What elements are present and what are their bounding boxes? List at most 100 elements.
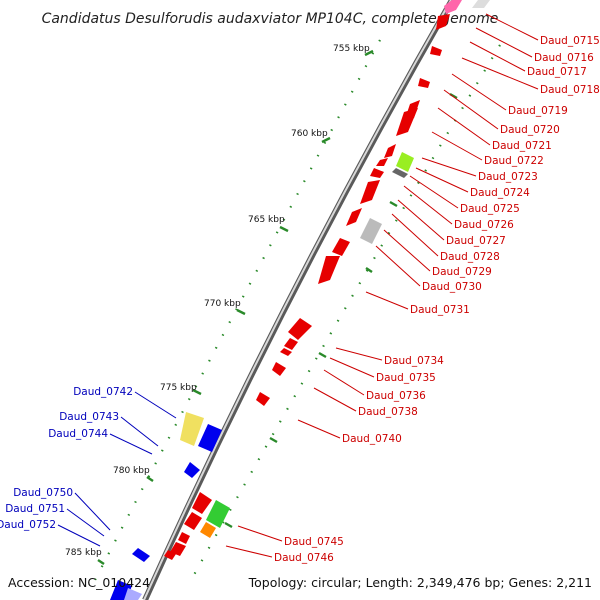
gene-block-daud-0726[interactable]: [360, 180, 380, 204]
gene-block-daud-0736[interactable]: [272, 362, 286, 376]
scale-label: 760 kbp: [291, 129, 328, 139]
gene-block-daud-0717[interactable]: [430, 46, 442, 56]
gene-label[interactable]: Daud_0718: [540, 84, 600, 96]
scale-tick: [279, 225, 289, 233]
reverse-gene-blocks: [110, 412, 222, 600]
gene-label[interactable]: Daud_0716: [534, 52, 594, 64]
label-connector: [225, 545, 273, 558]
label-connector: [443, 89, 499, 130]
gene-block-daud-0729[interactable]: [332, 238, 350, 256]
gene-block-daud-0731[interactable]: [288, 318, 312, 340]
gene-label[interactable]: Daud_0728: [440, 251, 500, 263]
gene-label[interactable]: Daud_0731: [410, 304, 470, 316]
gene-label[interactable]: Daud_0730: [422, 281, 482, 293]
feature-tick: [269, 436, 278, 444]
gene-label[interactable]: Daud_0745: [284, 536, 344, 548]
gene-label[interactable]: Daud_0724: [470, 187, 530, 199]
scale-ticks: [97, 49, 374, 565]
label-connector: [134, 391, 177, 419]
gene-block-daud-0744[interactable]: [184, 462, 200, 478]
gene-label[interactable]: Daud_0722: [484, 155, 544, 167]
scale-tick: [236, 308, 246, 316]
label-connector: [415, 167, 469, 193]
forward-gene-labels: Daud_0715 Daud_0716 Daud_0717 Daud_0718 Daud…: [225, 13, 600, 564]
label-connector: [57, 524, 101, 547]
gene-block-daud-0743[interactable]: [198, 424, 222, 452]
gene-block-daud-0745[interactable]: [206, 500, 230, 528]
gene-block-daud-0721[interactable]: [384, 144, 396, 158]
gene-block-daud-0724[interactable]: [392, 168, 408, 178]
scale-tick: [321, 136, 331, 144]
scale-label: 775 kbp: [160, 383, 197, 393]
scale-label: 765 kbp: [248, 215, 285, 225]
gene-label[interactable]: Daud_0734: [384, 355, 444, 367]
gene-label[interactable]: Daud_0727: [446, 235, 506, 247]
gene-block-daud-0741[interactable]: [184, 512, 202, 530]
gene-block-daud-0746[interactable]: [200, 522, 216, 538]
scale-label: 755 kbp: [333, 44, 370, 54]
gene-block-daud-0738[interactable]: [256, 392, 270, 406]
scale-labels: 755 kbp 760 kbp 765 kbp 770 kbp 775 kbp …: [65, 44, 370, 558]
gene-label[interactable]: Daud_0740: [342, 433, 402, 445]
gene-block-daud-0718[interactable]: [418, 78, 430, 88]
gene-block-daud-0748[interactable]: [170, 542, 186, 556]
gene-block-daud-0735[interactable]: [280, 348, 292, 356]
gene-label[interactable]: Daud_0750: [13, 487, 73, 499]
scale-tick: [146, 476, 154, 482]
gene-label[interactable]: Daud_0726: [454, 219, 514, 231]
gene-label[interactable]: Daud_0744: [48, 428, 108, 440]
gene-block-daud-0742[interactable]: [180, 412, 204, 446]
gene-block-daud-0722[interactable]: [396, 152, 414, 172]
scale-tick: [97, 559, 105, 565]
gene-label[interactable]: Daud_0742: [73, 386, 133, 398]
gene-block-daud-0730[interactable]: [318, 256, 340, 284]
gene-block-daud-0740[interactable]: [192, 492, 212, 514]
topology-text: Topology: circular; Length: 2,349,476 bp…: [248, 575, 592, 590]
gene-block-grey[interactable]: [472, 0, 490, 8]
gene-label[interactable]: Daud_0735: [376, 372, 436, 384]
gene-block-daud-0716[interactable]: [436, 14, 450, 30]
label-connector: [375, 245, 421, 287]
gene-block-daud-0750[interactable]: [132, 548, 150, 562]
genome-backbone: [142, 0, 455, 600]
gene-label[interactable]: Daud_0717: [527, 66, 587, 78]
gene-label[interactable]: Daud_0752: [0, 519, 56, 531]
gene-label[interactable]: Daud_0720: [500, 124, 560, 136]
label-connector: [237, 525, 283, 542]
gene-block-daud-0728[interactable]: [360, 218, 382, 244]
gene-label[interactable]: Daud_0725: [460, 203, 520, 215]
gene-label[interactable]: Daud_0719: [508, 105, 568, 117]
gene-block-daud-0720[interactable]: [396, 108, 418, 136]
gene-label[interactable]: Daud_0723: [478, 171, 538, 183]
accession-text: Accession: NC_010424: [8, 575, 150, 590]
scale-dot-track: [94, 39, 381, 581]
gene-label[interactable]: Daud_0721: [492, 140, 552, 152]
gene-block-daud-0752[interactable]: [124, 588, 142, 600]
gene-block-daud-0734[interactable]: [284, 338, 298, 350]
gene-label[interactable]: Daud_0736: [366, 390, 426, 402]
gene-label[interactable]: Daud_0751: [5, 503, 65, 515]
gene-block-daud-0727[interactable]: [346, 208, 362, 226]
label-connector: [365, 291, 409, 310]
gene-label[interactable]: Daud_0729: [432, 266, 492, 278]
reverse-gene-labels: Daud_0742 Daud_0743 Daud_0744 Daud_0750 Daud…: [0, 386, 177, 547]
gene-block-daud-0723[interactable]: [376, 158, 388, 166]
label-connector: [335, 347, 383, 361]
gene-label[interactable]: Daud_0738: [358, 406, 418, 418]
scale-label: 780 kbp: [113, 466, 150, 476]
gene-block-daud-0747[interactable]: [178, 532, 190, 544]
label-connector: [403, 185, 453, 225]
gene-block-daud-0725[interactable]: [370, 168, 384, 178]
gene-block-daud-0715[interactable]: [444, 0, 462, 14]
gene-label[interactable]: Daud_0743: [59, 411, 119, 423]
feature-tick: [224, 521, 233, 529]
gene-block-daud-0749[interactable]: [164, 550, 176, 560]
label-connector: [109, 433, 153, 455]
gene-label[interactable]: Daud_0746: [274, 552, 334, 564]
label-connector: [437, 107, 491, 146]
label-connector: [461, 57, 539, 90]
feature-ticks: [224, 92, 458, 529]
feature-tick: [365, 267, 373, 273]
gene-label[interactable]: Daud_0715: [540, 35, 600, 47]
label-connector: [323, 369, 365, 396]
